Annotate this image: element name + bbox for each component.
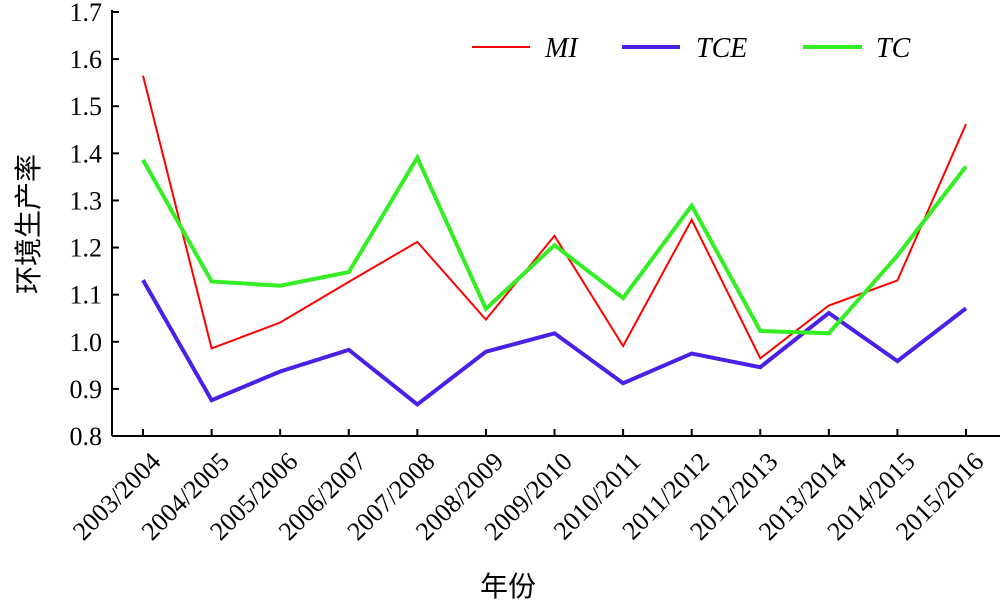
legend: MI TCE TC (472, 33, 911, 64)
y-tick-label: 0.8 (70, 422, 103, 451)
series-line-tce (141, 279, 968, 407)
legend-label-tc: TC (876, 33, 911, 64)
series-line-tc (141, 153, 968, 336)
x-axis-title: 年份 (480, 570, 536, 603)
y-tick-label: 1.0 (70, 328, 103, 357)
y-axis-title: 环境生产率 (12, 154, 45, 294)
series-layer (141, 75, 968, 407)
y-tick-label: 1.7 (70, 0, 103, 27)
y-tick-label: 1.1 (70, 281, 103, 310)
y-tick-label: 1.4 (70, 139, 103, 168)
y-tick-label: 1.2 (70, 234, 103, 263)
legend-label-tce: TCE (696, 33, 747, 64)
y-tick-label: 1.5 (70, 92, 103, 121)
y-tick-label: 1.6 (70, 45, 103, 74)
legend-label-mi: MI (544, 33, 579, 64)
y-tick-label: 1.3 (70, 186, 103, 215)
series-line-mi (142, 75, 967, 360)
y-tick-label: 0.9 (70, 375, 103, 404)
